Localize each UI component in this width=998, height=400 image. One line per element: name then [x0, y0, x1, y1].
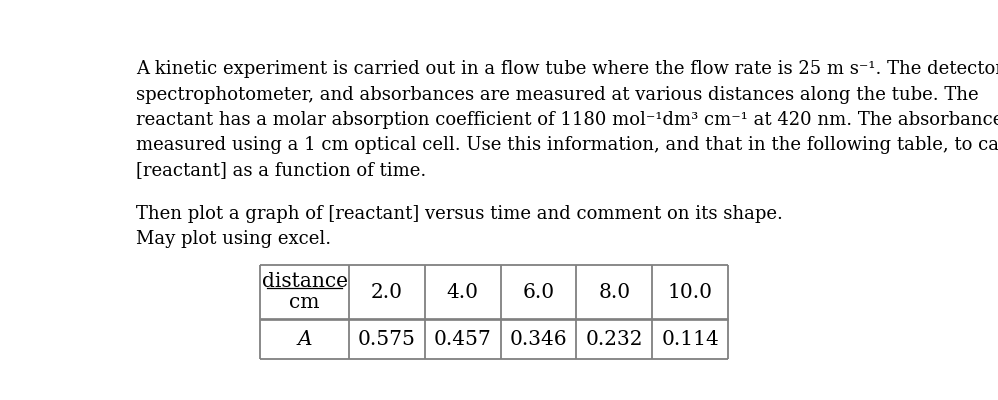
Text: 0.114: 0.114 — [662, 330, 719, 348]
Text: 6.0: 6.0 — [523, 282, 555, 302]
Text: 4.0: 4.0 — [447, 282, 479, 302]
Text: 0.346: 0.346 — [510, 330, 567, 348]
Text: [reactant] as a function of time.: [reactant] as a function of time. — [137, 161, 426, 179]
Text: cm: cm — [289, 293, 319, 312]
Text: 8.0: 8.0 — [598, 282, 631, 302]
Text: distance: distance — [261, 272, 347, 291]
Text: 0.457: 0.457 — [434, 330, 492, 348]
Text: 0.232: 0.232 — [586, 330, 643, 348]
Text: 2.0: 2.0 — [371, 282, 403, 302]
Text: A kinetic experiment is carried out in a flow tube where the flow rate is 25 m s: A kinetic experiment is carried out in a… — [137, 60, 998, 78]
Text: Then plot a graph of [reactant] versus time and comment on its shape.: Then plot a graph of [reactant] versus t… — [137, 205, 783, 223]
Text: 10.0: 10.0 — [668, 282, 713, 302]
Text: A: A — [297, 330, 311, 348]
Text: reactant has a molar absorption coefficient of 1180 mol⁻¹dm³ cm⁻¹ at 420 nm. The: reactant has a molar absorption coeffici… — [137, 111, 998, 129]
Text: measured using a 1 cm optical cell. Use this information, and that in the follow: measured using a 1 cm optical cell. Use … — [137, 136, 998, 154]
Text: May plot using excel.: May plot using excel. — [137, 230, 331, 248]
Text: 0.575: 0.575 — [358, 330, 416, 348]
Text: spectrophotometer, and absorbances are measured at various distances along the t: spectrophotometer, and absorbances are m… — [137, 86, 979, 104]
